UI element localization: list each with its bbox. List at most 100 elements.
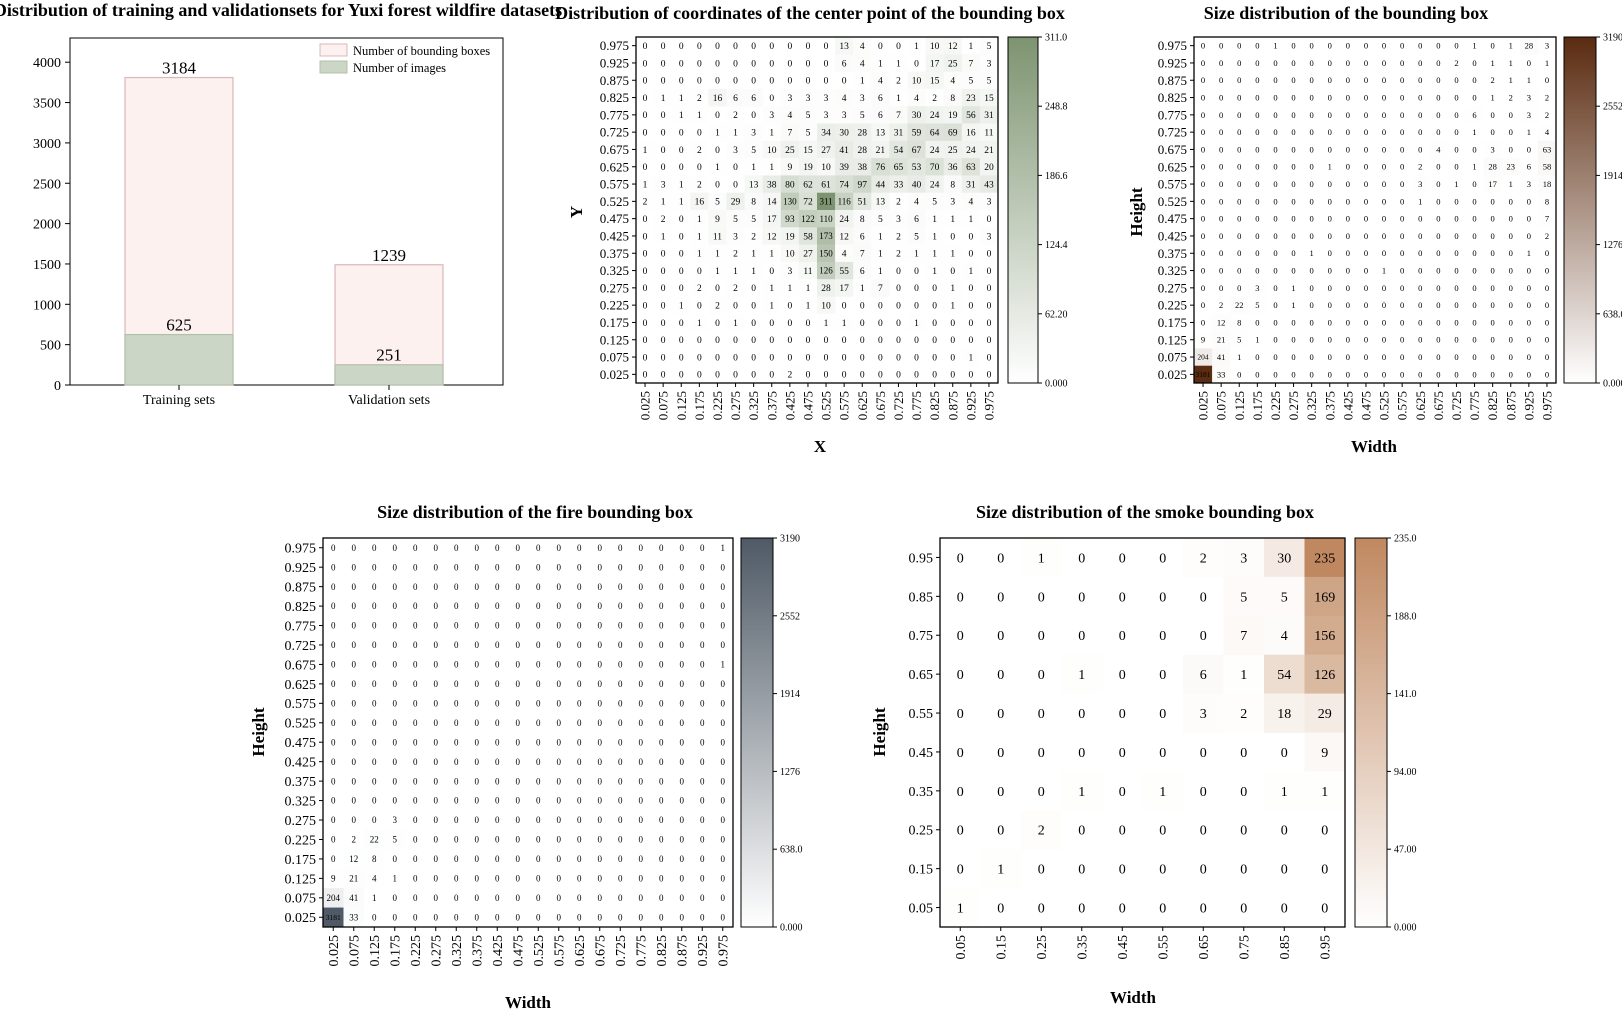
heatmap-cell-value: 9 xyxy=(1201,335,1205,345)
heatmap-cell-value: 0 xyxy=(393,912,398,922)
heatmap-cell-value: 0 xyxy=(1255,58,1259,68)
heatmap-cell-value: 0 xyxy=(878,371,883,381)
heatmap-cell xyxy=(853,140,872,159)
heatmap-cell-value: 0 xyxy=(715,353,720,363)
bar-plot-frame xyxy=(69,37,504,386)
heatmap-cell-value: 0 xyxy=(1038,785,1045,800)
heatmap-cell-value: 0 xyxy=(639,815,644,825)
heatmap-cell-value: 0 xyxy=(1273,300,1277,310)
heatmap-cell xyxy=(907,140,926,159)
heatmap-cell-value: 0 xyxy=(1219,179,1223,189)
heatmap-cell-value: 0 xyxy=(536,698,541,708)
heatmap-cell-value: 0 xyxy=(331,737,336,747)
heatmap-cell-value: 0 xyxy=(331,776,336,786)
heatmap-cell-value: 0 xyxy=(1240,901,1247,916)
heatmap-cell xyxy=(654,175,673,193)
heatmap-cell-value: 0 xyxy=(997,785,1004,800)
heatmap-cell xyxy=(943,54,963,72)
heatmap-cell xyxy=(672,88,691,107)
heatmap-cell-value: 0 xyxy=(659,718,664,728)
heatmap-cell-value: 0 xyxy=(495,815,500,825)
heatmap-cell-value: 0 xyxy=(1436,110,1440,120)
heatmap-ytick-label: 0.95 xyxy=(909,551,934,566)
heatmap-xtick-label: 0.975 xyxy=(1540,391,1555,420)
heatmap-cell-value: 0 xyxy=(715,77,720,87)
heatmap-cell-value: 0 xyxy=(516,562,521,572)
heatmap-cell-value: 0 xyxy=(1219,214,1223,224)
heatmap-cell-value: 0 xyxy=(997,668,1004,683)
heatmap-cell-value: 0 xyxy=(1237,214,1241,224)
heatmap-cell-value: 0 xyxy=(557,854,562,864)
heatmap-xtick-label: 0.375 xyxy=(764,391,779,420)
heatmap-cell-value: 0 xyxy=(413,757,418,767)
heatmap-cell-value: 0 xyxy=(372,718,377,728)
heatmap-cell-value: 0 xyxy=(659,582,664,592)
heatmap-cell xyxy=(1519,71,1539,90)
heatmap-cell-value: 0 xyxy=(495,640,500,650)
smoke-size-heatmap-panel: Size distribution of the smoke bounding … xyxy=(870,502,1417,1007)
heatmap-cell xyxy=(1483,54,1502,72)
heatmap-ytick-label: 0.675 xyxy=(1158,142,1187,157)
heatmap-cell-value: 69 xyxy=(948,128,958,138)
heatmap-cell-value: 0 xyxy=(413,601,418,611)
heatmap-xtick-label: 0.175 xyxy=(389,935,404,967)
heatmap-ytick-label: 0.925 xyxy=(285,561,317,576)
heatmap-cell-value: 1 xyxy=(932,267,937,277)
heatmap-cell-value: 6 xyxy=(733,94,738,104)
heatmap-cell-value: 0 xyxy=(1328,93,1332,103)
heatmap-cell-value: 0 xyxy=(331,679,336,689)
heatmap-cell-value: 0 xyxy=(434,640,439,650)
heatmap-cell-value: 0 xyxy=(769,319,774,329)
heatmap-cell-value: 0 xyxy=(1310,127,1314,137)
heatmap-cell-value: 0 xyxy=(1255,231,1259,241)
heatmap-cell-value: 0 xyxy=(733,77,738,87)
heatmap-cell xyxy=(1519,158,1539,176)
heatmap-cell xyxy=(762,244,782,263)
heatmap-cell-value: 0 xyxy=(1491,266,1495,276)
heatmap-cell xyxy=(907,175,926,193)
heatmap-xtick-label: 0.425 xyxy=(782,391,797,420)
heatmap-cell-value: 0 xyxy=(639,893,644,903)
heatmap-cell-value: 0 xyxy=(1382,335,1386,345)
heatmap-cell xyxy=(925,192,944,211)
heatmap-cell-value: 18 xyxy=(1543,179,1552,189)
heatmap-cell-value: 0 xyxy=(495,698,500,708)
heatmap-xtick-label: 0.125 xyxy=(368,935,383,967)
heatmap-cell-value: 0 xyxy=(842,301,847,311)
heatmap-cell-value: 0 xyxy=(1400,196,1404,206)
heatmap-cell-value: 0 xyxy=(577,874,582,884)
heatmap-cell xyxy=(853,261,872,280)
heatmap-cell-value: 0 xyxy=(932,319,937,329)
heatmap-xtick-label: 0.875 xyxy=(945,391,960,420)
heatmap-cell-value: 13 xyxy=(876,198,886,208)
heatmap-cell-value: 0 xyxy=(413,776,418,786)
heatmap-xtick-label: 0.825 xyxy=(1485,391,1500,420)
heatmap-cell-value: 0 xyxy=(661,319,666,329)
heatmap-cell-value: 0 xyxy=(1400,283,1404,293)
heatmap-cell-value: 0 xyxy=(454,893,459,903)
heatmap-cell-value: 13 xyxy=(839,42,849,52)
heatmap-cell-value: 0 xyxy=(659,776,664,786)
heatmap-cell-value: 5 xyxy=(733,215,738,225)
heatmap-cell-value: 0 xyxy=(1364,162,1368,172)
heatmap-cell-value: 0 xyxy=(680,893,685,903)
heatmap-cell-value: 0 xyxy=(1346,179,1350,189)
heatmap-ytick-label: 0.25 xyxy=(909,824,934,839)
heatmap-cell-value: 0 xyxy=(697,371,702,381)
heatmap-cell xyxy=(798,296,818,315)
heatmap-cell-value: 0 xyxy=(1346,127,1350,137)
heatmap-cell-value: 0 xyxy=(1255,162,1259,172)
heatmap-cell-value: 0 xyxy=(454,854,459,864)
heatmap-cell-value: 0 xyxy=(413,854,418,864)
heatmap-cell-value: 0 xyxy=(1509,231,1513,241)
heatmap-cell-value: 70 xyxy=(930,163,940,173)
heatmap-cell-value: 0 xyxy=(824,353,829,363)
heatmap-ytick-label: 0.225 xyxy=(600,298,629,313)
heatmap-cell-value: 0 xyxy=(987,371,992,381)
heatmap-cell-value: 0 xyxy=(1418,231,1422,241)
heatmap-cell xyxy=(835,106,854,124)
fire-heatmap-title: Size distribution of the fire bounding b… xyxy=(377,502,693,522)
heatmap-cell-value: 0 xyxy=(1364,58,1368,68)
heatmap-cell-value: 0 xyxy=(715,111,720,121)
heatmap-cell-value: 17 xyxy=(767,215,777,225)
